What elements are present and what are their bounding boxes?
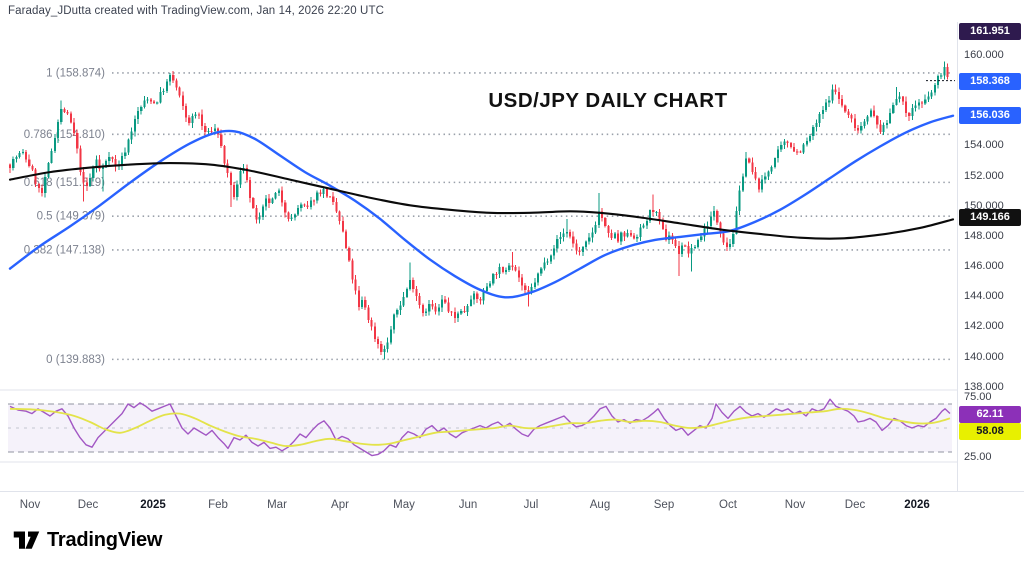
- overlay-ma-blue-line[interactable]: [8, 114, 955, 299]
- price-tick: 140.000: [964, 350, 1004, 363]
- time-axis[interactable]: Nov Dec 2025 Feb Mar Apr May Jun Jul Aug Sep Oct Nov…: [0, 491, 1024, 521]
- time-axis-label: Dec: [77, 499, 99, 511]
- fib-label: 0.786 (154.810): [24, 129, 105, 141]
- chart-watermark-title: USD/JPY DAILY CHART: [488, 89, 727, 112]
- price-tick: 146.000: [964, 260, 1004, 273]
- overlay-ma-black-line[interactable]: [8, 162, 955, 240]
- axis-badge-level-high: 161.951: [959, 22, 1021, 40]
- price-tick: 138.000: [964, 380, 1004, 393]
- price-tick: 142.000: [964, 320, 1004, 333]
- fib-label: 0 (139.883): [46, 354, 105, 366]
- time-axis-label: Apr: [331, 499, 349, 511]
- rsi-tick: 25.00: [964, 451, 992, 463]
- axis-badge-last-price: 158.368: [959, 72, 1021, 90]
- axis-badge-ma-blue-value: 156.036: [959, 106, 1021, 124]
- rsi-pane[interactable]: [8, 398, 952, 457]
- time-axis-label: Jul: [523, 499, 539, 511]
- time-axis-label: Dec: [844, 499, 866, 511]
- time-axis-label: Aug: [589, 499, 611, 511]
- fib-label: 1 (158.874): [46, 67, 105, 79]
- tradingview-logo-text[interactable]: TradingView: [47, 529, 163, 551]
- axis-badge-rsi-value: 62.11: [959, 405, 1021, 423]
- time-axis-label: 2025: [140, 499, 166, 511]
- rsi-tick: 75.00: [964, 391, 992, 403]
- candles-layer: [9, 61, 949, 360]
- footer: TradingView: [0, 520, 1024, 567]
- tradingview-logo-icon[interactable]: [13, 529, 40, 552]
- fib-label: 0.5 (149.379): [37, 211, 106, 223]
- time-axis-label: May: [393, 499, 415, 511]
- chart-header: Faraday_JDutta created with TradingView.…: [0, 0, 1024, 22]
- time-axis-label: 2026: [904, 499, 930, 511]
- chart-panes[interactable]: 1 (158.874) 0.786 (154.810) 0.618 (151.619…: [0, 22, 957, 491]
- price-tick: 154.000: [964, 139, 1004, 152]
- price-tick: 148.000: [964, 229, 1004, 242]
- axis-badge-ma-black-value: 149.166: [959, 208, 1021, 226]
- time-axis-label: Feb: [208, 499, 228, 511]
- price-axis[interactable]: 160.000158.000156.000154.000152.000150.0…: [957, 22, 1024, 491]
- time-axis-label: Nov: [784, 499, 806, 511]
- rsi-ma-line[interactable]: [9, 407, 951, 447]
- fib-retracement[interactable]: 1 (158.874) 0.786 (154.810) 0.618 (151.619…: [24, 67, 952, 366]
- axis-badge-rsi-ma-value: 58.08: [959, 422, 1021, 440]
- time-axis-label: Sep: [653, 499, 675, 511]
- time-axis-label: Oct: [719, 499, 737, 511]
- fib-label: 0.382 (147.138): [24, 244, 105, 256]
- time-axis-label: Jun: [458, 499, 478, 511]
- price-tick: 144.000: [964, 290, 1004, 303]
- price-tick: 152.000: [964, 169, 1004, 182]
- chart-attribution: Faraday_JDutta created with TradingView.…: [8, 5, 384, 17]
- price-tick: 160.000: [964, 49, 1004, 61]
- fib-label: 0.618 (151.619): [24, 177, 105, 189]
- time-axis-label: Nov: [19, 499, 41, 511]
- time-axis-label: Mar: [267, 499, 287, 511]
